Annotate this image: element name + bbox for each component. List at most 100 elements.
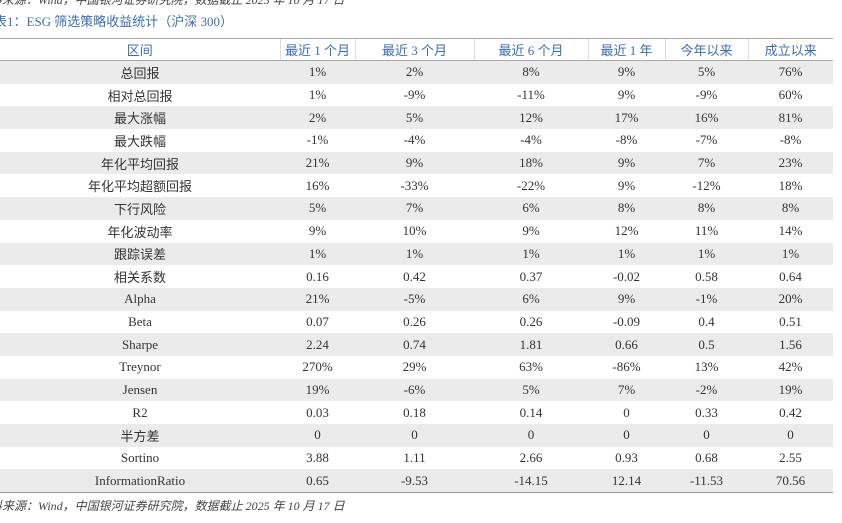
table-cell: 2% [405, 64, 424, 80]
table-header: 区间 最近 1 个月 最近 3 个月 最近 6 个月 最近 1 年今年以来 成立以来 [0, 38, 833, 61]
table-cell: 2.66 [519, 450, 543, 466]
table-cell: 0 [623, 404, 630, 420]
table-cell: 23% [778, 155, 803, 171]
header-cell: 区间 [0, 38, 280, 61]
row-label: Treynor [119, 359, 161, 375]
row-label: Jensen [122, 381, 158, 397]
table-cell: 16% [694, 109, 719, 125]
table-cell: 1.56 [779, 336, 802, 352]
table-cell: -11% [517, 87, 545, 103]
table-body: 总回报 1% 2% 8% 9% 5% 76% 相对总回报 1% -9% -11% 9% -9% 60% 最大… [0, 60, 833, 494]
table-cell: -12% [692, 177, 721, 193]
table-cell: 2% [308, 109, 327, 125]
table-cell: -7% [695, 132, 718, 148]
table-cell: 0.51 [779, 313, 802, 329]
table-cell: -9.53 [355, 469, 474, 494]
table-cell: 1% [308, 87, 327, 103]
table-cell: 2.24 [306, 336, 329, 352]
header-cell: 最近 1 年 [587, 38, 665, 61]
table-cell: 2.55 [779, 450, 802, 466]
table-cell: 0.18 [403, 404, 426, 420]
table-cell: 8% [617, 200, 636, 216]
header-cell: 成立以来 [747, 38, 833, 61]
row-label: Beta [128, 313, 152, 329]
table-cell: 9% [617, 64, 636, 80]
header-cell: 最近 6 个月 [473, 38, 588, 61]
table-cell: -8% [779, 132, 802, 148]
table-cell: 9% [617, 87, 636, 103]
table-row: 年化波动率 9% 10% 9% 12% 11% 14% [0, 220, 833, 243]
row-label: 年化波动率 [107, 224, 173, 240]
table-cell: 12% [614, 223, 639, 239]
table-cell: -9% [403, 87, 426, 103]
table-cell: 12.14 [588, 469, 665, 494]
table-cell: 13% [694, 359, 719, 375]
table-cell: 0.26 [403, 313, 426, 329]
stats-table: 区间 最近 1 个月 最近 3 个月 最近 6 个月 最近 1 年今年以来 成立以来 总回… [0, 38, 833, 494]
table-cell: 18% [778, 177, 803, 193]
table-cell: 0.64 [779, 268, 802, 284]
table-cell: 1.81 [519, 336, 543, 352]
table-cell: 270% [302, 359, 333, 375]
table-cell: -9% [695, 87, 718, 103]
table-cell: -1% [306, 132, 329, 148]
table-cell: 8% [697, 200, 716, 216]
table-row: 半方差 0 0 0 0 0 0 [0, 424, 833, 447]
row-label: 总回报 [120, 65, 160, 81]
table-cell: 0.66 [615, 336, 638, 352]
table-cell: -0.09 [612, 313, 641, 329]
table-cell: -2% [695, 381, 718, 397]
table-cell: 16% [305, 177, 330, 193]
table-cell: 0.5 [698, 336, 715, 352]
table-cell: 0.65 [280, 469, 355, 494]
table-cell: 14% [778, 223, 803, 239]
table-cell: 1% [617, 245, 636, 261]
table-row: 最大跌幅 -1% -4% -4% -8% -7% -8% [0, 129, 833, 152]
table-cell: -4% [520, 132, 542, 148]
header-row: 区间 最近 1 个月 最近 3 个月 最近 6 个月 最近 1 年今年以来 成立以来 [0, 38, 833, 61]
source-note: 资料来源：Wind，中国银河证券研究院，数据截止 2025 年 10 月 17 … [0, 499, 345, 513]
table-cell: 19% [778, 381, 803, 397]
header-cell: 最近 3 个月 [354, 38, 474, 61]
table-title: 表1：ESG 筛选策略收益统计（沪深 300） [0, 14, 234, 29]
row-label: 年化平均超额回报 [87, 179, 192, 195]
table-cell: 5% [308, 200, 327, 216]
table-cell: 1.11 [403, 450, 426, 466]
table-row: 总回报 1% 2% 8% 9% 5% 76% [0, 60, 833, 84]
table-cell: 6% [522, 291, 540, 307]
table-cell: 9% [617, 291, 636, 307]
table-cell: 0.58 [695, 268, 718, 284]
table-cell: 19% [305, 381, 330, 397]
top-note: 资料来源：Wind，中国银河证券研究院，数据截止 2025 年 10 月 17 … [0, 0, 345, 7]
table-cell: -11.53 [665, 469, 748, 494]
table-cell: 1% [308, 245, 327, 261]
row-label: 相关系数 [113, 270, 166, 286]
table-cell: 18% [519, 155, 543, 171]
table-row: 下行风险 5% 7% 6% 8% 8% 8% [0, 197, 833, 220]
row-label: 最大跌幅 [113, 133, 166, 149]
table-cell: 20% [778, 291, 803, 307]
table-cell: 1% [781, 245, 800, 261]
table-row: 年化平均回报 21% 9% 18% 9% 7% 23% [0, 151, 833, 175]
table-cell: 0.68 [695, 450, 718, 466]
table-row: Jensen 19% -6% 5% 7% -2% 19% [0, 378, 833, 402]
header-cell: 最近 1 个月 [279, 38, 355, 61]
table-cell: 7% [617, 381, 636, 397]
table-row: 最大涨幅 2% 5% 12% 17% 16% 81% [0, 106, 833, 130]
row-label: Sharpe [121, 336, 159, 352]
table-row: Sharpe 2.24 0.74 1.81 0.66 0.5 1.56 [0, 333, 833, 356]
table-cell: 0.74 [403, 336, 426, 352]
table-cell: 0 [411, 427, 418, 443]
table-cell: 0 [527, 427, 535, 443]
table-row: Beta 0.07 0.26 0.26 -0.09 0.4 0.51 [0, 311, 833, 334]
table-cell: 81% [778, 109, 803, 125]
table-cell: 0.26 [519, 313, 543, 329]
row-label: R2 [132, 404, 148, 420]
table-row: 相关系数 0.16 0.42 0.37 -0.02 0.58 0.64 [0, 265, 833, 288]
table-cell: 12% [519, 109, 543, 125]
row-label: 年化平均回报 [100, 156, 179, 172]
table-cell: 0 [787, 427, 794, 443]
table-cell: 8% [781, 200, 800, 216]
table-cell: 0.33 [695, 404, 718, 420]
